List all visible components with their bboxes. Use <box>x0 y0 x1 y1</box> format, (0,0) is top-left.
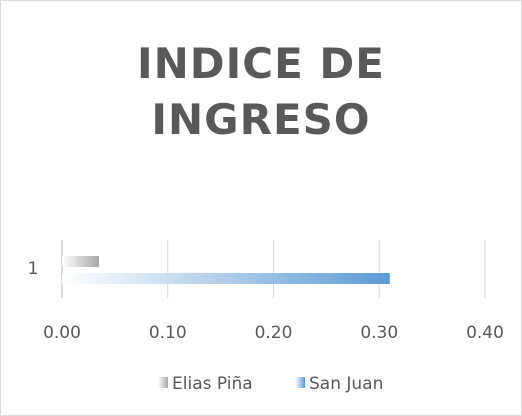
y-tick-label: 1 <box>28 259 39 279</box>
legend-label: Elias Piña <box>172 374 253 394</box>
x-tick-label: 0.00 <box>43 323 81 343</box>
x-tick-label: 0.20 <box>255 323 293 343</box>
legend-label: San Juan <box>309 374 383 394</box>
bar <box>62 256 100 267</box>
bar <box>62 273 390 284</box>
x-tick-label: 0.10 <box>149 323 187 343</box>
x-tick-label: 0.30 <box>360 323 398 343</box>
x-tick-label: 0.40 <box>466 323 504 343</box>
chart-title: INDICE DE INGRESO <box>137 39 385 144</box>
legend-swatch <box>158 377 168 388</box>
legend-swatch <box>295 377 305 388</box>
